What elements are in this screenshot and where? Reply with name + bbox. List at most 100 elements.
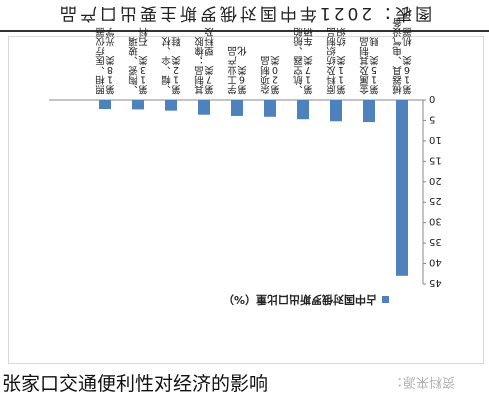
category-label-char: 品 xyxy=(194,64,204,75)
category-label-char: 、 xyxy=(161,64,171,75)
category-label-char: 、 xyxy=(128,83,138,94)
category-label-char: 空 xyxy=(293,64,303,76)
y-tick: 35 xyxy=(423,236,442,247)
category-label-char: 具 xyxy=(392,64,402,75)
bars xyxy=(99,100,408,276)
legend-swatch xyxy=(382,296,389,303)
category-label-char: 1 xyxy=(338,64,344,75)
category-label-column: 械器具、电气设备 xyxy=(392,16,402,95)
category-label-char: 、 xyxy=(161,45,171,56)
chart-frame xyxy=(8,36,484,364)
category-label-char: 塑 xyxy=(204,45,214,56)
category-label-char: 及 xyxy=(359,64,369,75)
category-label-char: 、 xyxy=(293,45,303,56)
bar xyxy=(165,100,177,111)
category-label-char: 织 xyxy=(326,45,336,57)
category-label-char: 学 xyxy=(227,83,237,95)
category-label-char: 其 xyxy=(194,83,204,94)
category-label-char: 杂 xyxy=(260,83,270,94)
category-label-char: 原 xyxy=(326,83,336,94)
category-label-char: 仪 xyxy=(95,35,105,46)
y-tick-label: 45 xyxy=(429,277,442,288)
category-label-char: 类 xyxy=(237,64,247,76)
category-label-char: 学 xyxy=(105,25,115,37)
category-label-char: 料 xyxy=(138,25,148,37)
category-label: 第18类 光学、照相、医疗仪器 xyxy=(95,16,115,95)
category-label: 第13类 石料、陶瓷、玻璃 xyxy=(128,25,148,95)
y-tick: 40 xyxy=(423,257,442,268)
caption-bar: 张家口交通便利性对经济的影响 资料来源： xyxy=(0,364,489,400)
category-label-char: 7 xyxy=(305,64,311,75)
category-label-char: 类 xyxy=(270,54,280,66)
category-label-char: 6 xyxy=(404,64,410,75)
category-label-column: 第17类 车辆 xyxy=(303,25,313,95)
category-label-char: 类 xyxy=(171,54,181,66)
category-label-char: 类 xyxy=(138,54,148,66)
category-label-column: 照相、医疗仪器 xyxy=(95,25,105,94)
category-label: 第20类 杂项制品 xyxy=(260,54,280,95)
category-label-char: 制 xyxy=(359,45,369,57)
category-label-char: 1 xyxy=(305,73,311,84)
category-label-char: 及 xyxy=(326,64,336,75)
category-label-char: 2 xyxy=(173,64,179,75)
category-label-char: 机 xyxy=(402,6,412,18)
category-label-column: 学工业产品 xyxy=(227,45,237,95)
category-label-char: 璃 xyxy=(128,35,138,47)
category-label-column: 、陶瓷、玻璃 xyxy=(128,35,138,94)
category-label-char: 、 xyxy=(128,54,138,65)
category-label-column: 第16类 机器、机 xyxy=(402,6,412,95)
category-label-char: 类 xyxy=(402,54,412,66)
category-label-char: 照 xyxy=(95,83,105,94)
y-tick: 45 xyxy=(423,277,442,288)
y-tick: 5 xyxy=(423,113,435,124)
category-label-char: 贱 xyxy=(369,35,379,47)
category-label-char: 航 xyxy=(293,73,303,85)
chart-title-group: 占中国对俄罗斯出口比重（%） xyxy=(223,293,389,307)
category-label-char: 伞 xyxy=(161,54,171,66)
bar xyxy=(264,100,276,117)
category-label-char: 器 xyxy=(402,25,412,36)
category-label-char: 、 xyxy=(95,64,105,75)
category-label-char: 纺 xyxy=(336,35,346,47)
category-label-char: 品 xyxy=(359,35,369,46)
category-label-char: 1 xyxy=(173,73,179,84)
category-label-char: 橡 xyxy=(194,45,204,57)
category-label-char: 7 xyxy=(206,73,212,84)
category-label-char: 料 xyxy=(326,73,336,85)
category-label-char: 舶 xyxy=(293,25,303,37)
category-label-char: 工 xyxy=(227,73,237,84)
category-label-char: 1 xyxy=(107,73,113,84)
category-label-char: 1 xyxy=(371,73,377,84)
category-label-char: 气 xyxy=(392,35,402,47)
category-label-column: 金属及其制品 xyxy=(359,35,369,95)
category-label-char: 类 xyxy=(336,54,346,66)
category-label-char: 械 xyxy=(392,83,402,95)
bar xyxy=(363,100,375,123)
y-tick: 15 xyxy=(423,154,442,165)
bar xyxy=(198,100,210,115)
category-label-char: 第 xyxy=(336,83,346,95)
y-tick-label: 10 xyxy=(429,134,442,145)
y-tick-label: 35 xyxy=(429,236,442,247)
y-tick-label: 15 xyxy=(429,154,442,165)
category-label-char: 瓷 xyxy=(128,64,138,76)
y-tick: 20 xyxy=(423,175,442,186)
category-label-char: 织 xyxy=(336,25,346,37)
category-label-char: 业 xyxy=(227,64,237,75)
chart-title: 占中国对俄罗斯出口比重（%） xyxy=(223,293,377,307)
title-rule xyxy=(0,30,489,32)
category-label-char: 料 xyxy=(204,35,214,47)
category-label-char: 陶 xyxy=(128,73,138,85)
category-label-column: 、航空器、船舶 xyxy=(293,25,303,94)
category-label-char: 3 xyxy=(140,64,146,75)
y-tick: 30 xyxy=(423,216,442,227)
category-label-char: 第 xyxy=(204,83,214,95)
category-label-char: 品 xyxy=(326,25,336,36)
category-label-char: 及 xyxy=(204,25,214,36)
category-label-char: 、 xyxy=(392,54,402,65)
category-label-char: 类 xyxy=(105,54,115,66)
category-label-char: 1 xyxy=(404,73,410,84)
category-label-column: 第11类 纺织 xyxy=(336,25,346,95)
category-label-char: 1 xyxy=(140,73,146,84)
